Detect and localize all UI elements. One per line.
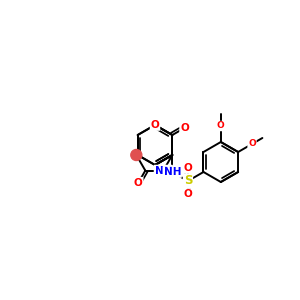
Text: O: O — [184, 163, 192, 173]
Text: O: O — [151, 120, 159, 130]
Circle shape — [131, 149, 142, 161]
Text: O: O — [180, 123, 189, 133]
Text: O: O — [184, 189, 192, 199]
Text: O: O — [217, 122, 225, 130]
Text: O: O — [248, 140, 256, 148]
Text: S: S — [184, 175, 192, 188]
Text: O: O — [134, 178, 143, 188]
Text: NH: NH — [154, 166, 172, 176]
Text: NH: NH — [164, 167, 181, 177]
